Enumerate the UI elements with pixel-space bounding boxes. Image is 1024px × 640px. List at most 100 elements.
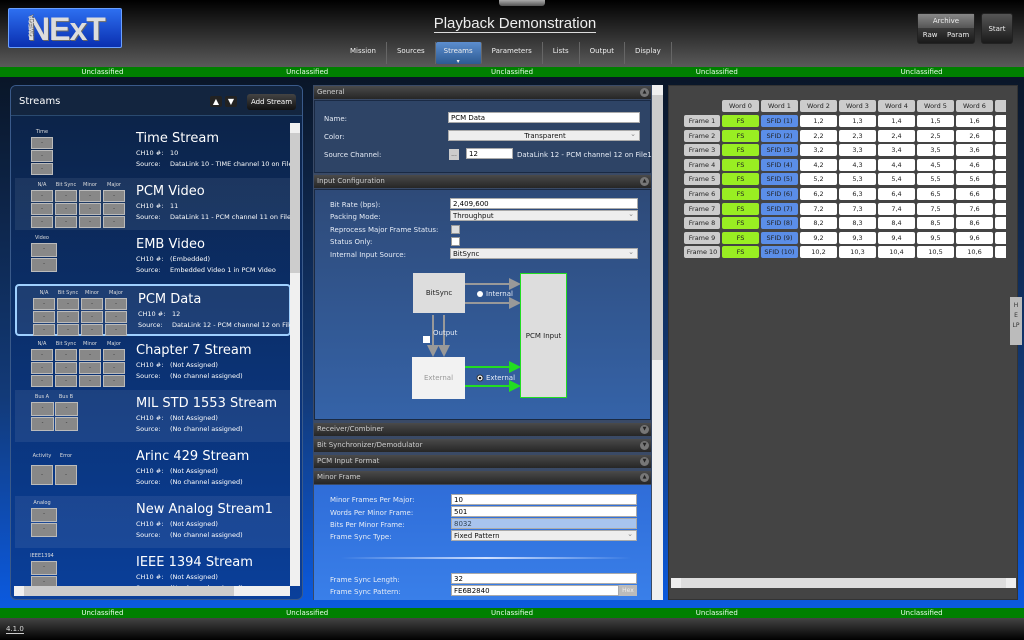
grid-cell[interactable]: 7,5 (917, 202, 954, 215)
grid-cell[interactable]: 1,5 (917, 115, 954, 127)
fs-cell[interactable]: FS (722, 129, 759, 142)
horizontal-scrollbar[interactable] (14, 586, 290, 596)
row-header[interactable]: Frame 5 (684, 173, 720, 186)
internal-radio[interactable] (477, 291, 483, 297)
color-dropdown[interactable]: Transparent (448, 129, 640, 141)
grid-cell[interactable]: 6,4 (878, 188, 915, 200)
grid-cell[interactable]: 7,4 (878, 202, 915, 215)
grid-cell[interactable]: 2,3 (839, 129, 876, 142)
stream-item[interactable]: IEEE1394 - - IEEE 1394 Stream CH10 #: (Not As… (15, 549, 291, 587)
section-input-config-header[interactable]: Input Configuration ▲ (314, 175, 651, 188)
grid-cell[interactable]: 6,5 (917, 188, 954, 200)
column-header[interactable]: Word 0 (722, 100, 759, 112)
section-minor-frame-header[interactable]: Minor Frame ▲ (314, 471, 651, 484)
grid-cell[interactable]: 1,3 (839, 115, 876, 127)
raw-button[interactable]: Raw (922, 31, 938, 39)
column-header[interactable]: Word 4 (878, 100, 915, 112)
row-header[interactable]: Frame 2 (684, 129, 720, 142)
frame-sync-length-input[interactable]: 32 (451, 573, 637, 584)
row-header[interactable]: Frame 1 (684, 115, 720, 127)
grid-cell[interactable]: 2,6 (956, 129, 993, 142)
grid-cell[interactable]: 10,4 (878, 246, 915, 259)
grid-cell[interactable]: 7,3 (839, 202, 876, 215)
row-header[interactable]: Frame 6 (684, 188, 720, 200)
grid-cell[interactable]: 2,2 (800, 129, 837, 142)
status-only-checkbox[interactable] (451, 237, 460, 246)
move-up-button[interactable]: ▲ (210, 96, 222, 107)
tab-parameters[interactable]: Parameters (482, 42, 543, 64)
grid-horizontal-scrollbar[interactable] (671, 578, 1016, 588)
internal-source-dropdown[interactable]: BitSync (450, 247, 638, 259)
stream-item[interactable]: N/A - - - Bit Sync - - - Minor - - - Major - - - PCM Vid… (15, 178, 291, 230)
stream-item[interactable]: Bus A - - Bus B - - MIL STD 1553 Stream CH10 #:… (15, 390, 291, 442)
vertical-scrollbar[interactable] (290, 123, 300, 586)
tab-display[interactable]: Display (625, 42, 672, 64)
stream-item[interactable]: Time - - - Time Stream CH10 #: 10 Source: DataLi… (15, 125, 291, 177)
tab-sources[interactable]: Sources (387, 42, 436, 64)
row-header[interactable]: Frame 8 (684, 217, 720, 230)
archive-button[interactable]: Archive (918, 14, 974, 28)
sfid-cell[interactable]: SFID (8) (761, 217, 798, 230)
config-scrollbar[interactable] (652, 85, 663, 600)
minor-frames-per-major-input[interactable]: 10 (451, 494, 637, 505)
column-header[interactable]: Word 1 (761, 100, 798, 112)
grid-cell[interactable]: 4,5 (917, 158, 954, 171)
grid-cell[interactable]: 8,5 (917, 217, 954, 230)
sfid-cell[interactable]: SFID (7) (761, 202, 798, 215)
grid-cell[interactable]: 9,5 (917, 231, 954, 244)
stream-item[interactable]: Video - - EMB Video CH10 #: (Embedded) Source:… (15, 231, 291, 283)
collapse-icon[interactable]: ▲ (640, 88, 649, 97)
grid-cell[interactable]: 10,6 (956, 246, 993, 259)
sfid-cell[interactable]: SFID (3) (761, 144, 798, 157)
frame-sync-type-dropdown[interactable]: Fixed Pattern (451, 529, 637, 541)
collapse-icon[interactable]: ▲ (640, 473, 649, 482)
grid-cell[interactable]: 9,3 (839, 231, 876, 244)
column-header[interactable]: Word 6 (956, 100, 993, 112)
grid-cell[interactable]: 7,6 (956, 202, 993, 215)
grid-cell[interactable]: 5,6 (956, 173, 993, 186)
row-header[interactable]: Frame 10 (684, 246, 720, 259)
grid-cell[interactable]: 6,3 (839, 188, 876, 200)
grid-cell[interactable]: 5,3 (839, 173, 876, 186)
name-input[interactable]: PCM Data (448, 112, 640, 123)
tab-output[interactable]: Output (580, 42, 625, 64)
grid-cell[interactable] (995, 115, 1006, 127)
grid-cell[interactable] (995, 246, 1006, 259)
grid-cell[interactable]: 1,4 (878, 115, 915, 127)
move-down-button[interactable]: ▼ (225, 96, 237, 107)
grid-cell[interactable]: 3,5 (917, 144, 954, 157)
column-header[interactable]: Word 2 (800, 100, 837, 112)
grid-cell[interactable]: 8,2 (800, 217, 837, 230)
bitrate-input[interactable]: 2,409,600 (450, 198, 638, 209)
row-header[interactable]: Frame 4 (684, 158, 720, 171)
grid-cell[interactable]: 5,5 (917, 173, 954, 186)
grid-cell[interactable]: 2,5 (917, 129, 954, 142)
grid-cell[interactable]: 4,3 (839, 158, 876, 171)
hex-toggle[interactable]: Hex (619, 585, 637, 596)
grid-cell[interactable]: 10,3 (839, 246, 876, 259)
grid-cell[interactable]: 4,2 (800, 158, 837, 171)
grid-cell[interactable] (995, 217, 1006, 230)
grid-cell[interactable]: 1,2 (800, 115, 837, 127)
grid-cell[interactable]: 3,4 (878, 144, 915, 157)
add-stream-button[interactable]: Add Stream (247, 94, 296, 110)
grid-cell[interactable]: 7,2 (800, 202, 837, 215)
expand-icon[interactable]: ▼ (640, 457, 649, 466)
sfid-cell[interactable]: SFID (2) (761, 129, 798, 142)
frame-sync-pattern-input[interactable]: FE6B2840 (451, 585, 619, 596)
expand-icon[interactable]: ▼ (640, 425, 649, 434)
grid-cell[interactable]: 8,3 (839, 217, 876, 230)
grid-cell[interactable] (995, 158, 1006, 171)
stream-item[interactable]: Activity - Error - Arinc 429 Stream CH10 #: (N… (15, 443, 291, 495)
fs-cell[interactable]: FS (722, 173, 759, 186)
grid-cell[interactable]: 4,4 (878, 158, 915, 171)
row-header[interactable]: Frame 9 (684, 231, 720, 244)
column-header-partial[interactable] (995, 100, 1006, 112)
grid-cell[interactable]: 3,6 (956, 144, 993, 157)
grid-cell[interactable]: 8,6 (956, 217, 993, 230)
grid-cell[interactable] (995, 173, 1006, 186)
fs-cell[interactable]: FS (722, 115, 759, 127)
column-header[interactable]: Word 5 (917, 100, 954, 112)
grid-cell[interactable] (995, 188, 1006, 200)
grid-cell[interactable]: 9,2 (800, 231, 837, 244)
